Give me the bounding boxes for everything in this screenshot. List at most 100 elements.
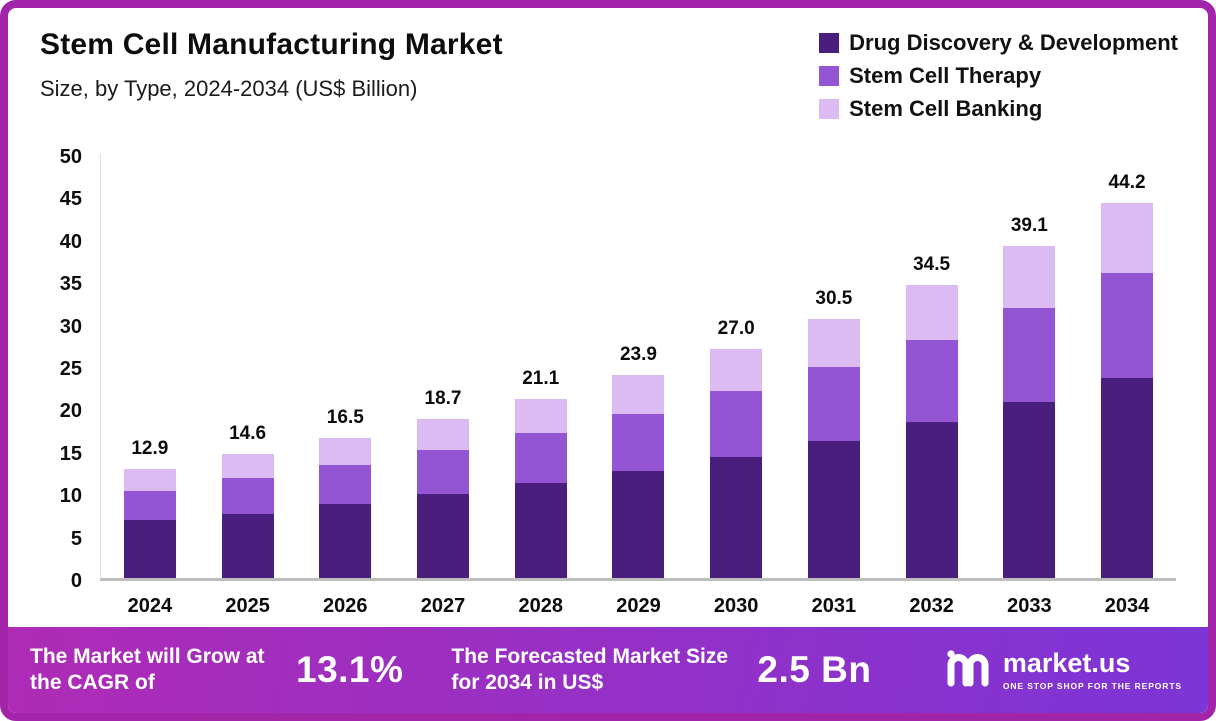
y-tick-label: 0 <box>70 570 82 592</box>
legend-label: Drug Discovery & Development <box>849 30 1178 55</box>
bar-stack <box>417 419 470 578</box>
segment-drug-discovery-development <box>221 513 274 578</box>
x-axis-label: 2033 <box>1007 595 1052 617</box>
bar-stack <box>807 319 860 578</box>
segment-drug-discovery-development <box>612 471 665 578</box>
segment-drug-discovery-development <box>514 483 567 578</box>
bar-total-label: 18.7 <box>424 388 462 410</box>
x-axis-label: 2026 <box>323 595 368 617</box>
segment-stem-cell-therapy <box>319 465 372 505</box>
segment-stem-cell-banking <box>612 375 665 414</box>
y-tick-label: 10 <box>59 485 82 508</box>
segment-stem-cell-therapy <box>221 477 274 514</box>
segment-stem-cell-banking <box>319 438 372 466</box>
bar-total-label: 30.5 <box>815 288 853 310</box>
legend-swatch-icon <box>819 33 840 53</box>
legend-item-1: Stem Cell Therapy <box>819 63 1178 89</box>
legend-item-2: Stem Cell Banking <box>819 96 1178 122</box>
cagr-value: 13.1% <box>296 649 404 690</box>
bar-total-label: 34.5 <box>913 254 951 276</box>
y-tick-label: 45 <box>59 188 82 211</box>
segment-stem-cell-banking <box>1003 246 1056 309</box>
bar-2024: 12.9 2024 <box>123 154 176 617</box>
bar-2025: 14.6 2025 <box>221 154 274 617</box>
market-us-logo-icon <box>945 647 991 694</box>
x-axis-label: 2031 <box>811 595 857 617</box>
segment-stem-cell-therapy <box>807 366 860 441</box>
bar-stack <box>710 349 763 578</box>
brand-tagline: ONE STOP SHOP FOR THE REPORTS <box>1002 680 1182 691</box>
bar-2027: 18.7 2027 <box>417 154 470 617</box>
bar-2031: 30.5 2031 <box>807 154 860 617</box>
bar-stack <box>1003 246 1056 578</box>
segment-stem-cell-banking <box>710 349 763 392</box>
chart-legend: Drug Discovery & Development Stem Cell Th… <box>819 28 1178 122</box>
bar-2029: 23.9 2029 <box>612 154 665 617</box>
x-axis-label: 2034 <box>1104 595 1150 617</box>
bar-2034: 44.2 2034 <box>1101 154 1154 617</box>
bar-2026: 16.5 2026 <box>319 154 372 617</box>
y-tick-label: 15 <box>59 442 82 465</box>
segment-stem-cell-banking <box>905 285 958 340</box>
bar-total-label: 44.2 <box>1108 172 1146 194</box>
legend-item-0: Drug Discovery & Development <box>819 30 1178 56</box>
segment-stem-cell-therapy <box>710 391 763 457</box>
segment-stem-cell-banking <box>514 399 567 433</box>
x-axis-label: 2025 <box>225 595 270 617</box>
y-tick-label: 30 <box>59 315 82 338</box>
segment-stem-cell-banking <box>221 454 274 478</box>
page-title: Stem Cell Manufacturing Market <box>40 28 503 61</box>
bar-total-label: 27.0 <box>717 318 755 340</box>
segment-stem-cell-banking <box>1101 203 1154 273</box>
segment-drug-discovery-development <box>1003 401 1056 578</box>
y-tick-label: 50 <box>59 146 82 168</box>
segment-stem-cell-banking <box>123 468 176 491</box>
bar-total-label: 39.1 <box>1010 215 1048 237</box>
x-axis-label: 2029 <box>616 595 661 617</box>
segment-stem-cell-therapy <box>123 490 176 521</box>
bar-stack <box>612 375 665 578</box>
bar-stack <box>1101 203 1154 578</box>
segment-stem-cell-therapy <box>1003 308 1056 402</box>
brand-block: market.us ONE STOP SHOP FOR THE REPORTS <box>945 647 1182 694</box>
y-tick-label: 5 <box>70 527 82 550</box>
x-axis-label: 2030 <box>713 595 759 617</box>
bar-stack <box>514 399 567 578</box>
stacked-bar-chart: 0 5 10 15 20 25 30 35 40 45 50 12.9 2024 14.6 2025 16.… <box>36 124 1180 627</box>
segment-stem-cell-therapy <box>417 449 470 495</box>
segment-drug-discovery-development <box>319 504 372 578</box>
footer-banner: The Market will Grow at the CAGR of 13.1… <box>8 627 1208 713</box>
y-tick-label: 40 <box>59 230 82 253</box>
bar-total-label: 12.9 <box>131 437 169 459</box>
x-axis-label: 2032 <box>909 595 954 617</box>
bar-2030: 27.0 2030 <box>710 154 763 617</box>
x-axis-label: 2024 <box>127 595 173 617</box>
segment-drug-discovery-development <box>417 494 470 578</box>
title-block: Stem Cell Manufacturing Market Size, by … <box>40 28 503 102</box>
segment-stem-cell-therapy <box>1101 272 1154 378</box>
bar-stack <box>123 468 176 578</box>
bar-total-label: 14.6 <box>229 423 267 445</box>
forecast-value: 2.5 Bn <box>757 649 872 690</box>
bar-2033: 39.1 2033 <box>1003 154 1056 617</box>
bar-2028: 21.1 2028 <box>514 154 567 617</box>
segment-stem-cell-therapy <box>514 433 567 484</box>
segment-drug-discovery-development <box>1101 377 1154 578</box>
bar-total-label: 16.5 <box>326 407 364 429</box>
chart-subtitle: Size, by Type, 2024-2034 (US$ Billion) <box>40 76 418 101</box>
y-tick-label: 20 <box>59 400 82 423</box>
bar-stack <box>905 285 958 578</box>
segment-drug-discovery-development <box>710 456 763 578</box>
y-axis: 0 5 10 15 20 25 30 35 40 45 50 <box>36 146 90 592</box>
bar-stack <box>221 454 274 578</box>
segment-drug-discovery-development <box>123 520 176 578</box>
chart-header: Stem Cell Manufacturing Market Size, by … <box>8 8 1208 122</box>
x-axis-label: 2027 <box>420 595 466 617</box>
segment-stem-cell-therapy <box>612 413 665 472</box>
bar-stack <box>319 438 372 578</box>
segment-drug-discovery-development <box>807 440 860 578</box>
y-tick-label: 25 <box>59 358 82 380</box>
forecast-label: The Forecasted Market Size for 2034 in U… <box>451 644 729 694</box>
cagr-label: The Market will Grow at the CAGR of <box>30 644 265 694</box>
